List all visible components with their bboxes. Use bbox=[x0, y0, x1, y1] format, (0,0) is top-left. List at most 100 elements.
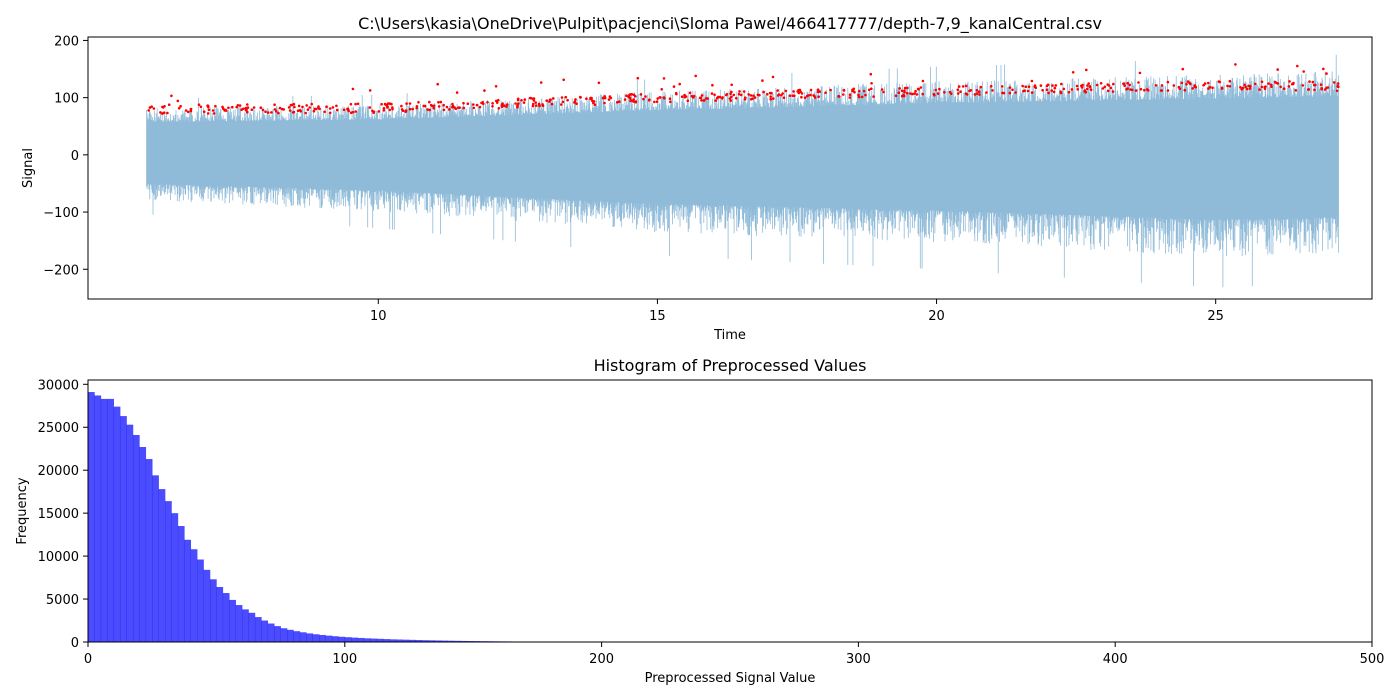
peak-marker bbox=[432, 106, 436, 110]
peak-marker bbox=[603, 101, 606, 105]
peak-marker bbox=[1244, 85, 1247, 89]
peak-marker bbox=[1189, 82, 1192, 86]
signal-plot-frame bbox=[87, 36, 1373, 300]
peak-marker bbox=[491, 105, 494, 108]
signal-plot: C:\Users\kasia\OneDrive\Pulpit\pacjenci\… bbox=[21, 14, 1373, 343]
peak-marker bbox=[1336, 85, 1340, 88]
peak-marker bbox=[323, 110, 326, 114]
peak-marker bbox=[776, 89, 779, 92]
peak-marker bbox=[720, 97, 724, 100]
peak-marker bbox=[1287, 85, 1291, 88]
peak-marker bbox=[585, 97, 588, 100]
peak-marker bbox=[491, 102, 494, 105]
peak-marker bbox=[304, 111, 308, 115]
peak-marker bbox=[386, 102, 390, 105]
peak-marker bbox=[505, 105, 508, 108]
peak-markers bbox=[147, 63, 1340, 115]
peak-marker bbox=[1026, 89, 1030, 93]
peak-marker bbox=[1217, 80, 1221, 83]
peak-marker bbox=[1282, 87, 1286, 90]
peak-marker bbox=[1301, 84, 1305, 87]
peak-marker bbox=[548, 100, 551, 103]
peak-marker bbox=[415, 106, 419, 110]
histogram-bar bbox=[197, 559, 204, 642]
peak-marker bbox=[428, 108, 432, 112]
peak-marker bbox=[1211, 86, 1214, 89]
peak-marker bbox=[380, 102, 383, 106]
x-tick-label: 0 bbox=[84, 652, 92, 667]
peak-marker bbox=[351, 110, 355, 114]
peak-marker bbox=[451, 102, 454, 106]
peak-marker bbox=[1258, 88, 1261, 91]
peak-marker bbox=[176, 99, 180, 103]
histogram-bar bbox=[351, 637, 358, 642]
peak-marker bbox=[404, 109, 408, 112]
peak-marker bbox=[1046, 83, 1050, 87]
peak-marker bbox=[740, 93, 743, 97]
peak-marker bbox=[494, 85, 498, 88]
peak-marker bbox=[1279, 85, 1282, 89]
peak-marker bbox=[903, 90, 906, 94]
peak-marker bbox=[1130, 88, 1134, 92]
peak-marker bbox=[391, 106, 394, 109]
peak-marker bbox=[212, 112, 216, 115]
peak-marker bbox=[858, 89, 861, 93]
histogram-bar bbox=[88, 392, 95, 642]
peak-marker bbox=[662, 77, 666, 80]
peak-marker bbox=[207, 108, 211, 112]
histogram-bar bbox=[107, 398, 114, 642]
peak-marker bbox=[959, 90, 962, 93]
histogram-bar bbox=[248, 612, 256, 642]
peak-marker bbox=[206, 112, 210, 115]
peak-marker bbox=[531, 102, 535, 106]
peak-marker bbox=[938, 87, 941, 91]
peak-marker bbox=[1060, 82, 1063, 86]
peak-marker bbox=[900, 89, 904, 93]
peak-marker bbox=[977, 90, 981, 93]
peak-marker bbox=[514, 102, 517, 105]
peak-marker bbox=[259, 106, 263, 109]
peak-marker bbox=[167, 103, 171, 106]
histogram-bar bbox=[254, 617, 262, 642]
peak-marker bbox=[628, 96, 632, 100]
histogram-bar bbox=[287, 629, 294, 642]
histogram-bar bbox=[100, 398, 108, 642]
peak-marker bbox=[1313, 88, 1316, 92]
histogram-x-axis: 0 100 200 300 400 500 bbox=[84, 642, 1384, 667]
peak-marker bbox=[270, 111, 273, 114]
peak-marker bbox=[848, 96, 852, 99]
peak-marker bbox=[423, 104, 427, 108]
peak-marker bbox=[633, 94, 637, 98]
peak-marker bbox=[1307, 88, 1311, 91]
peak-marker bbox=[780, 93, 783, 97]
peak-marker bbox=[656, 97, 659, 100]
peak-marker bbox=[898, 87, 901, 90]
peak-marker bbox=[1245, 87, 1249, 91]
peak-marker bbox=[1062, 87, 1066, 91]
peak-marker bbox=[431, 104, 434, 108]
peak-marker bbox=[505, 103, 509, 106]
peak-marker bbox=[1241, 86, 1245, 90]
peak-marker bbox=[809, 93, 812, 97]
peak-marker bbox=[1320, 87, 1323, 91]
peak-marker bbox=[354, 110, 358, 113]
peak-marker bbox=[771, 75, 775, 79]
histogram-bar bbox=[94, 395, 102, 642]
peak-marker bbox=[206, 104, 210, 108]
peak-marker bbox=[1052, 90, 1056, 94]
histogram-bar bbox=[280, 628, 288, 642]
histogram-bar bbox=[235, 605, 243, 642]
peak-marker bbox=[744, 96, 747, 99]
histogram-bar bbox=[421, 640, 429, 642]
peak-marker bbox=[1191, 87, 1194, 90]
peak-marker bbox=[678, 82, 681, 86]
peak-marker bbox=[936, 92, 940, 95]
y-tick-label: 20000 bbox=[38, 464, 79, 479]
peak-marker bbox=[1143, 88, 1146, 92]
peak-marker bbox=[684, 95, 688, 98]
peak-marker bbox=[639, 93, 643, 96]
peak-marker bbox=[472, 103, 475, 106]
peak-marker bbox=[573, 100, 577, 103]
peak-marker bbox=[798, 88, 802, 92]
histogram-bar bbox=[312, 634, 320, 642]
